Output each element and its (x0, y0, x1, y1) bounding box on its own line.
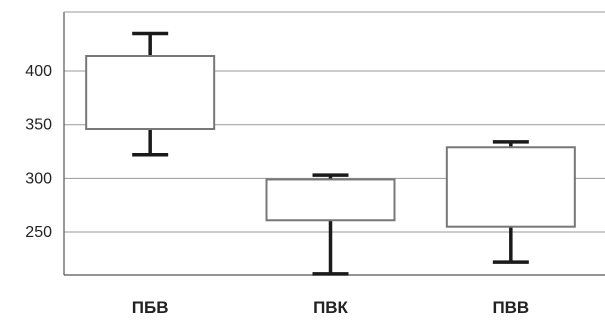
y-tick-label: 300 (25, 170, 52, 187)
y-tick-label: 250 (25, 224, 52, 241)
x-category-label: ПВК (313, 298, 348, 317)
box-0 (85, 55, 216, 131)
y-tick-label: 350 (25, 117, 52, 134)
box-2 (445, 146, 576, 228)
x-category-label: ПБВ (132, 298, 169, 317)
y-tick-label: 400 (25, 63, 52, 80)
x-category-label: ПВВ (492, 298, 529, 317)
box-1 (265, 178, 396, 222)
